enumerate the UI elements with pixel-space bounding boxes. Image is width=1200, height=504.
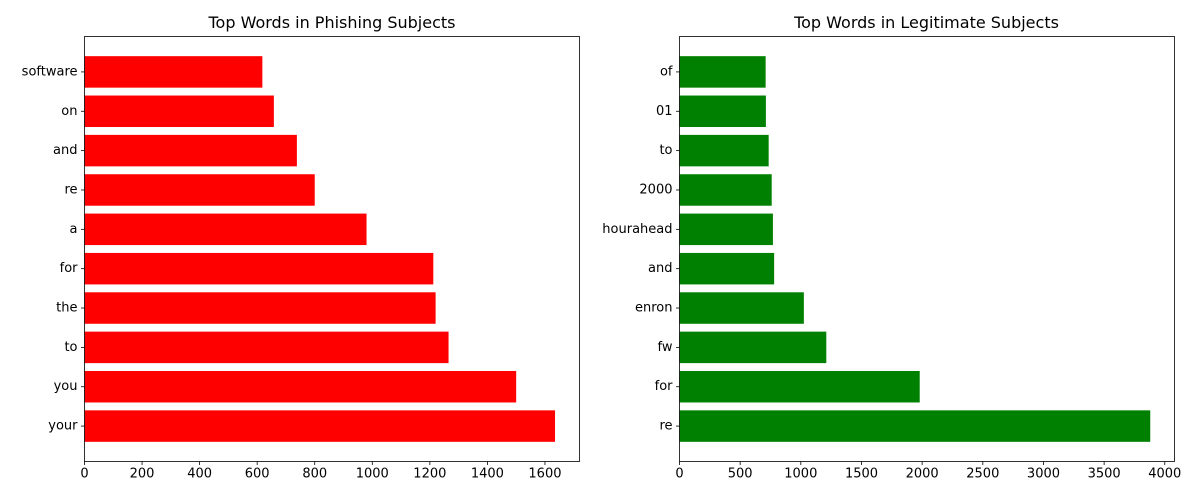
legitimate-xtick-label: 3000 <box>1027 467 1060 482</box>
legitimate-bar-for <box>679 370 920 403</box>
legitimate-bar-fw <box>679 331 827 364</box>
legitimate-xtick-label: 500 <box>728 467 753 482</box>
phishing-chart-panel: Top Words in Phishing Subjects your you to… <box>22 13 580 482</box>
legitimate-bar-01 <box>679 95 766 128</box>
legitimate-xtick-label: 2500 <box>966 467 999 482</box>
phishing-ytick-label: for <box>60 261 79 276</box>
legitimate-xtick-label: 1000 <box>784 467 817 482</box>
legitimate-ytick-label: and <box>648 261 672 276</box>
phishing-ytick-label: to <box>64 340 77 355</box>
legitimate-xtick-label: 4000 <box>1148 467 1181 482</box>
legitimate-ytick-label: re <box>659 419 672 434</box>
phishing-ytick-label: and <box>53 143 77 158</box>
phishing-bar-a <box>84 213 367 246</box>
phishing-xtick-label: 600 <box>245 467 270 482</box>
phishing-bar-your <box>84 410 556 442</box>
phishing-bar-for <box>84 252 434 285</box>
phishing-bar-re <box>84 174 315 206</box>
phishing-ytick-label: you <box>54 379 78 394</box>
phishing-xtick-label: 0 <box>80 467 88 482</box>
legitimate-ytick-label: of <box>660 64 673 79</box>
legitimate-xtick-label: 1500 <box>845 467 878 482</box>
phishing-ytick-label: on <box>61 104 77 119</box>
phishing-xtick-label: 1200 <box>413 467 446 482</box>
phishing-ytick-label: a <box>70 222 78 237</box>
phishing-xtick-label: 1000 <box>356 467 389 482</box>
phishing-chart-title: Top Words in Phishing Subjects <box>208 13 456 32</box>
legitimate-xtick-label: 0 <box>675 467 683 482</box>
phishing-ytick-label: software <box>22 64 78 79</box>
phishing-bar-the <box>84 292 436 324</box>
legitimate-bar-of <box>679 56 766 88</box>
legitimate-xtick-label: 2000 <box>906 467 939 482</box>
legitimate-ytick-label: enron <box>635 301 673 316</box>
legitimate-ytick-label: to <box>659 143 672 158</box>
legitimate-ytick-label: 2000 <box>639 182 672 197</box>
legitimate-axes-frame <box>679 36 1175 462</box>
phishing-xtick-label: 400 <box>187 467 212 482</box>
legitimate-bar-hourahead <box>679 213 773 246</box>
phishing-xtick-label: 200 <box>130 467 155 482</box>
phishing-axes-frame <box>84 36 580 462</box>
phishing-ytick-label: your <box>48 419 78 434</box>
legitimate-ytick-label: hourahead <box>602 222 672 237</box>
legitimate-bar-to <box>679 134 769 167</box>
phishing-bar-software <box>84 56 263 88</box>
legitimate-ytick-label: 01 <box>656 104 673 119</box>
legitimate-bar-re <box>679 410 1151 442</box>
legitimate-bar-2000 <box>679 174 772 206</box>
legitimate-chart-panel: Top Words in Legitimate Subjects re for fw… <box>602 13 1181 482</box>
legitimate-chart-title: Top Words in Legitimate Subjects <box>793 13 1059 32</box>
legitimate-bar-enron <box>679 292 804 324</box>
phishing-ytick-label: re <box>64 182 77 197</box>
legitimate-bar-and <box>679 252 775 285</box>
phishing-xtick-label: 800 <box>302 467 327 482</box>
legitimate-ytick-label: fw <box>658 340 673 355</box>
phishing-xtick-label: 1600 <box>528 467 561 482</box>
phishing-ytick-label: the <box>56 301 77 316</box>
legitimate-ytick-label: for <box>655 379 674 394</box>
phishing-bar-to <box>84 331 449 364</box>
legitimate-xtick-label: 3500 <box>1088 467 1121 482</box>
phishing-bar-you <box>84 370 517 403</box>
phishing-bar-and <box>84 134 297 167</box>
phishing-xtick-label: 1400 <box>471 467 504 482</box>
phishing-bar-on <box>84 95 274 128</box>
